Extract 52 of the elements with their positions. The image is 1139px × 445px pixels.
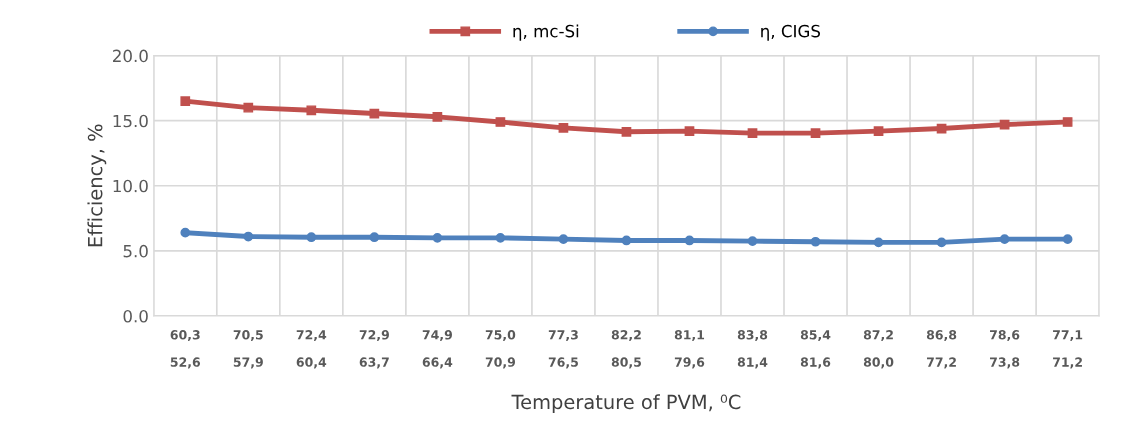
- point: [621, 126, 632, 137]
- point: [1062, 117, 1073, 127]
- point: [495, 232, 506, 243]
- category-label: 75,0 70,9: [485, 330, 516, 369]
- legend-label: η, mc-Si: [513, 24, 579, 41]
- point: [684, 235, 695, 246]
- y-tick-label: 0.0: [123, 309, 148, 323]
- y-tick-label: 15.0: [113, 114, 148, 128]
- category-label: 86,8 77,2: [926, 330, 957, 369]
- point: [936, 237, 947, 248]
- point: [621, 235, 632, 246]
- y-tick-label: 20.0: [113, 49, 148, 63]
- point: [747, 236, 758, 246]
- point: [747, 128, 758, 138]
- category-label: 78,6 73,8: [990, 330, 1020, 369]
- category-label: 87,2 80,0: [863, 330, 894, 369]
- x-axis-title: Temperature of PVM, ⁰C: [511, 394, 741, 414]
- point: [495, 117, 506, 127]
- point: [306, 105, 317, 116]
- point: [810, 128, 821, 138]
- point: [999, 234, 1010, 245]
- category-label: 77,1 71,2: [1053, 330, 1083, 369]
- category-label: 72,9 63,7: [359, 330, 389, 369]
- category-label: 72,4 60,4: [296, 330, 327, 369]
- point: [180, 227, 191, 238]
- category-label: 70,5 57,9: [233, 330, 263, 369]
- point: [369, 108, 380, 119]
- y-tick-label: 10.0: [113, 179, 148, 193]
- point: [558, 123, 569, 133]
- category-label: 81,1 79,6: [674, 330, 705, 369]
- category-label: 83,8 81,4: [737, 330, 768, 369]
- point: [558, 234, 569, 245]
- point: [810, 236, 821, 247]
- point: [432, 111, 443, 122]
- category-label: 60,3 52,6: [170, 330, 201, 369]
- point: [432, 232, 443, 243]
- point: [243, 231, 254, 242]
- y-axis-title: Efficiency, %: [87, 124, 107, 247]
- y-tick-label: 5.0: [123, 244, 148, 258]
- category-label: 82,2 80,5: [611, 330, 641, 369]
- point: [180, 96, 191, 107]
- point: [306, 232, 317, 243]
- category-label: 74,9 66,4: [422, 330, 453, 369]
- point: [684, 126, 695, 136]
- point: [1062, 234, 1073, 245]
- point: [369, 232, 380, 243]
- point: [873, 126, 884, 136]
- category-label: 77,3 76,5: [548, 330, 578, 369]
- legend-label: η, CIGS: [761, 24, 821, 41]
- point: [243, 102, 254, 113]
- point: [873, 237, 884, 248]
- category-label: 85,4 81,6: [800, 330, 831, 369]
